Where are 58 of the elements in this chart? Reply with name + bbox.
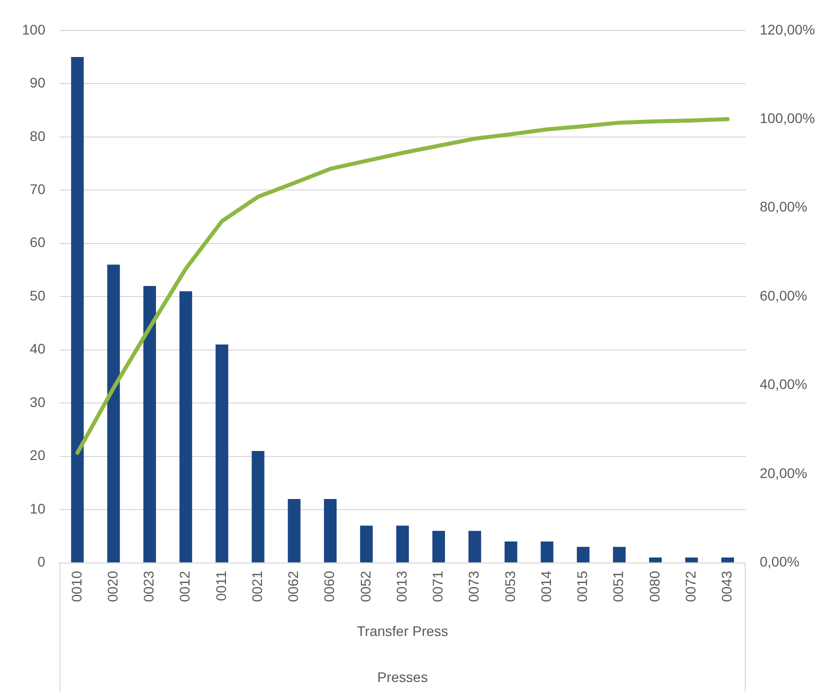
x-axis-title: Presses (377, 668, 428, 685)
bar (324, 498, 337, 562)
x-tick-label: 0011 (212, 570, 229, 601)
y-tick-label: 90 (30, 74, 46, 91)
y-tick-label: 80 (30, 128, 46, 144)
bar (576, 546, 590, 562)
y2-tick-label: 80,00% (760, 198, 808, 215)
y2-tick-label: 40,00% (760, 376, 808, 392)
x-tick-label: 0071 (430, 570, 446, 602)
x-tick-label: 0073 (466, 570, 482, 602)
x-tick-label: 0010 (68, 570, 84, 602)
y-tick-label: 50 (30, 287, 46, 304)
y-tick-label: 30 (30, 394, 46, 410)
bar (721, 558, 734, 562)
x-tick-label: 0020 (104, 570, 120, 602)
x-tick-label: 0072 (682, 570, 698, 602)
x-tick-label: 0052 (357, 570, 374, 602)
bar (396, 526, 409, 562)
bar (432, 530, 445, 562)
y-tick-label: 70 (30, 180, 46, 197)
y2-tick-label: 60,00% (760, 287, 808, 304)
bar (288, 498, 300, 562)
y-tick-label: 10 (30, 500, 46, 516)
y2-tick-label: 120,00% (760, 21, 816, 38)
y2-tick-label: 0,00% (760, 554, 800, 570)
bar (360, 526, 373, 562)
x-tick-label: 0060 (321, 570, 338, 602)
bar (71, 57, 84, 562)
bar (216, 344, 228, 562)
y2-tick-label: 100,00% (760, 110, 816, 126)
bar (685, 558, 698, 562)
bar (252, 451, 264, 562)
x-tick-label: 0080 (646, 570, 662, 602)
y-tick-label: 60 (30, 234, 46, 250)
x-tick-label: 0021 (248, 570, 265, 602)
text: Transfer Press (356, 622, 448, 639)
bar (468, 530, 482, 562)
y-tick-label: 20 (30, 447, 46, 464)
bar (179, 291, 192, 562)
bar (649, 558, 662, 562)
bar (143, 286, 156, 562)
y2-tick-label: 20,00% (760, 464, 808, 481)
x-tick-label: 0023 (140, 570, 157, 602)
x-tick-label: 0062 (285, 570, 302, 602)
bar (612, 546, 626, 562)
bar (107, 264, 120, 562)
bar (540, 542, 554, 562)
x-tick-label: 0053 (502, 570, 518, 602)
x-tick-label: 0043 (718, 570, 735, 602)
y-tick-label: 100 (22, 21, 46, 38)
y-tick-label: 40 (30, 340, 46, 357)
x-tick-label: 0015 (574, 570, 590, 602)
x-tick-label: 0013 (393, 570, 410, 602)
y-tick-label: 0 (38, 554, 46, 570)
x-tick-label: 0051 (610, 570, 626, 602)
x-tick-label: 0012 (176, 570, 193, 602)
x-tick-label: 0014 (538, 570, 554, 602)
bar (504, 542, 518, 562)
